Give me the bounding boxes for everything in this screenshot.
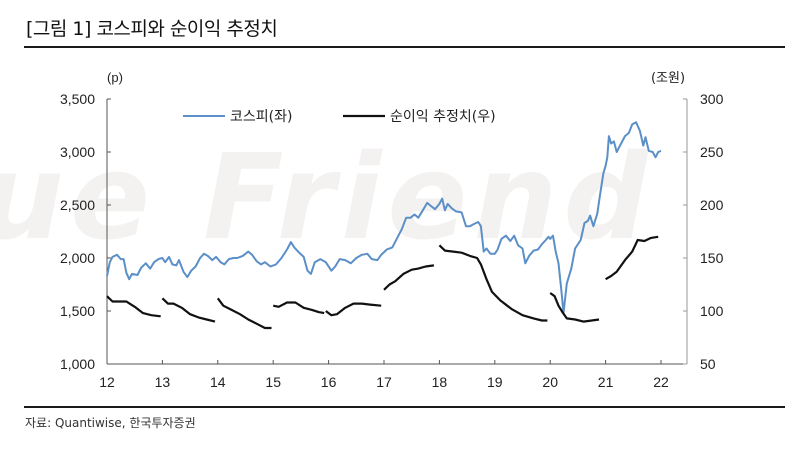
right-tick-label: 50	[700, 356, 716, 372]
right-tick-label: 100	[700, 303, 724, 319]
left-tick-label: 1,500	[60, 303, 95, 319]
x-tick-label: 15	[265, 374, 281, 390]
right-axis-unit: (조원)	[651, 71, 685, 86]
x-tick-label: 17	[376, 374, 392, 390]
x-tick-label: 12	[99, 374, 115, 390]
earnings-estimate-line	[325, 302, 382, 317]
earnings-estimate-line	[161, 297, 216, 323]
source-note: 자료: Quantiwise, 한국투자증권	[25, 416, 196, 430]
x-tick-label: 18	[432, 374, 448, 390]
x-tick-label: 19	[487, 374, 503, 390]
right-tick-label: 150	[700, 250, 724, 266]
title-divider	[24, 46, 785, 48]
x-tick-label: 16	[321, 374, 337, 390]
earnings-estimate-line	[438, 244, 548, 322]
left-tick-label: 3,500	[60, 91, 95, 107]
chart-series	[106, 121, 662, 330]
earnings-estimate-line	[605, 235, 659, 281]
legend-kospi-label: 코스피(좌)	[230, 109, 292, 125]
watermark: ue Friend	[0, 128, 654, 266]
chart-legend: 코스피(좌) 순이익 추정치(우)	[183, 109, 496, 125]
left-tick-label: 3,000	[60, 144, 95, 160]
left-tick-label: 1,000	[60, 356, 95, 372]
earnings-estimate-line	[549, 292, 600, 323]
x-tick-label: 20	[542, 374, 558, 390]
left-tick-label: 2,500	[60, 197, 95, 213]
earnings-estimate-line	[272, 301, 325, 315]
bottom-divider	[24, 406, 785, 408]
legend-earnings-label: 순이익 추정치(우)	[390, 109, 496, 125]
right-tick-label: 250	[700, 144, 724, 160]
kospi-line	[106, 121, 662, 315]
left-tick-label: 2,000	[60, 250, 95, 266]
right-tick-label: 300	[700, 91, 724, 107]
figure-title: [그림 1] 코스피와 순이익 추정치	[26, 18, 278, 40]
x-tick-label: 22	[653, 374, 669, 390]
chart-axes: 1,000 1,500 2,000 2,500 3,000 3,500 50 100 150 20…	[60, 70, 724, 390]
left-axis-unit: (p)	[107, 70, 123, 85]
earnings-estimate-line	[216, 297, 272, 330]
x-tick-label: 14	[210, 374, 226, 390]
right-tick-label: 200	[700, 197, 724, 213]
x-tick-label: 21	[598, 374, 614, 390]
x-tick-label: 13	[155, 374, 171, 390]
earnings-estimate-line	[106, 295, 161, 318]
earnings-estimate-line	[383, 264, 435, 291]
